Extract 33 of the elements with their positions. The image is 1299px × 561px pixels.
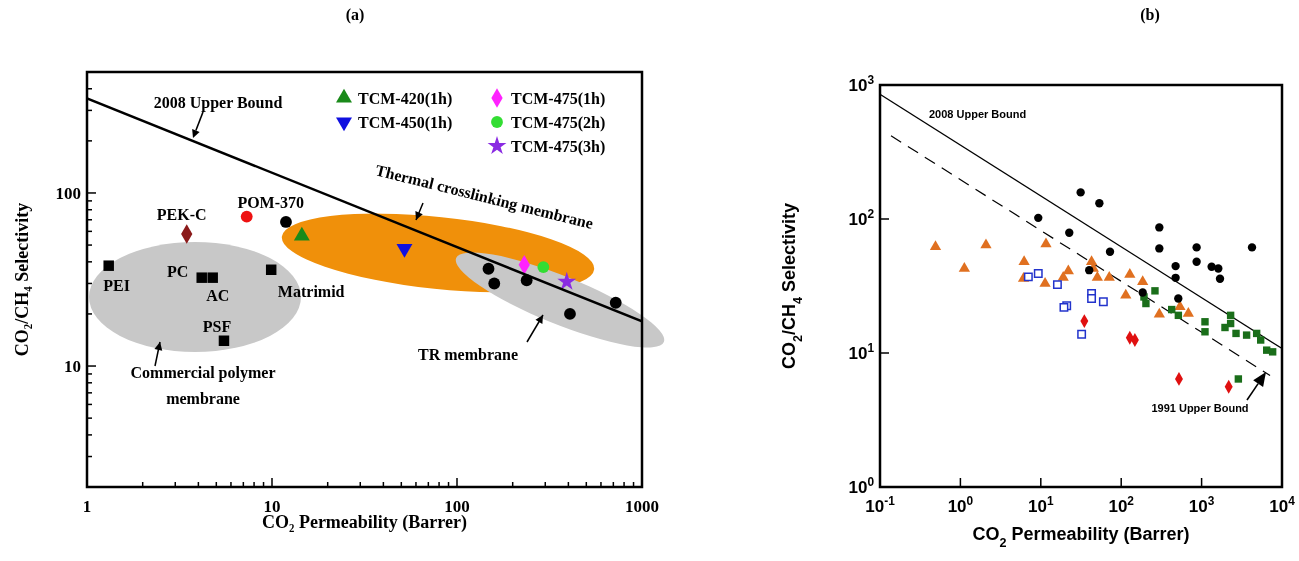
x-tick-label: 1	[82, 497, 92, 516]
series-label: 2008 Upper Bound	[153, 94, 283, 112]
x-tick-label: 10$^{3}$	[1188, 494, 1215, 516]
x-tick-label: 1000	[625, 497, 659, 516]
x-axis-title: CO$_{2}$ Permeability (Barrer)	[972, 524, 1190, 550]
annotation: TR membrane	[418, 346, 518, 363]
y-tick-label: 10$^{2}$	[848, 207, 875, 229]
legend-label: TCM-420(1h)	[358, 90, 453, 108]
y-tick-label: 10$^{3}$	[848, 73, 875, 95]
chart-title: (a)	[345, 6, 365, 24]
annotation: PEI	[103, 276, 131, 294]
annotation: PEK-C	[156, 205, 207, 223]
annotation: Commercial polymer membrane	[130, 364, 276, 407]
annotation: PC	[167, 262, 189, 280]
x-tick-label: 10$^{0}$	[947, 494, 974, 516]
y-tick-label: 10$^{1}$	[848, 341, 875, 363]
legend-label: TCM-475(3h)	[511, 138, 606, 156]
legend-label: 1991 Upper Bound	[1151, 402, 1249, 414]
x-tick-label: 10$^{1}$	[1028, 494, 1054, 516]
x-tick-label: 10$^{2}$	[1108, 494, 1135, 516]
annotation: Matrimid	[277, 282, 345, 300]
annotation: PSF	[202, 317, 232, 335]
legend-label: TCM-475(2h)	[511, 114, 606, 132]
x-tick-label: 10$^{-1}$	[865, 494, 896, 516]
y-tick-label: 10$^{0}$	[848, 475, 875, 497]
annotation: POM-370	[237, 193, 305, 211]
annotation: AC	[206, 286, 230, 304]
chart-title: (b)	[1140, 6, 1160, 24]
y-axis-title: CO₂/CH₄ Selectivity	[12, 202, 32, 357]
legend-label: TCM-450(1h)	[358, 114, 453, 132]
x-tick-label: 10$^{4}$	[1269, 494, 1296, 516]
series-label: 2008 Upper Bound	[929, 108, 1027, 120]
legend-label: TCM-475(1h)	[511, 90, 606, 108]
